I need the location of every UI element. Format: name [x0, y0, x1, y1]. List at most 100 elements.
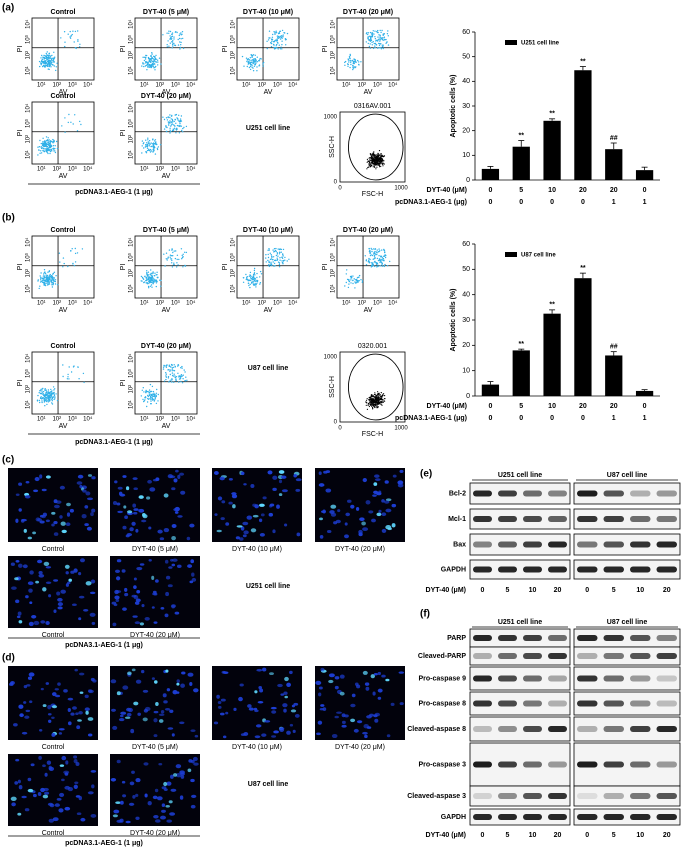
event-dot: [181, 374, 182, 375]
nucleus: [177, 679, 180, 683]
plot-frame: [237, 236, 299, 298]
event-dot: [56, 141, 57, 142]
event-dot: [376, 252, 377, 253]
nucleus: [87, 498, 93, 501]
x-tick-label: 10³: [373, 301, 382, 307]
event-dot: [41, 55, 42, 56]
event-dot: [47, 153, 48, 154]
event-dot: [256, 273, 257, 274]
event-dot: [157, 277, 158, 278]
event-dot: [59, 261, 60, 262]
x-tick-label: 10³: [171, 417, 180, 423]
event-dot: [380, 32, 381, 33]
nucleus: [165, 614, 169, 618]
nucleus: [18, 705, 23, 709]
y-tick-label: 10⁴: [128, 237, 135, 247]
nucleus: [21, 796, 26, 798]
event-dot: [382, 45, 383, 46]
event-dot: [142, 140, 143, 141]
significance-label: ##: [610, 344, 618, 351]
nucleus: [276, 505, 280, 509]
band: [498, 793, 517, 799]
x-tick-label: 10⁴: [186, 82, 196, 89]
event-dot: [71, 35, 72, 36]
event-dot: [242, 56, 243, 57]
blot-label: Bcl-2: [449, 490, 466, 497]
event-dot: [250, 66, 251, 67]
nucleus: [154, 621, 158, 623]
nucleus: [189, 682, 192, 686]
x-tick-label: 10¹: [140, 417, 149, 423]
nucleus: [154, 711, 159, 713]
event-dot: [181, 258, 182, 259]
band: [604, 516, 625, 522]
event-dot: [279, 31, 280, 32]
event-dot: [168, 376, 169, 377]
event-dot: [52, 274, 53, 275]
event-dot: [373, 406, 374, 407]
band: [577, 635, 598, 641]
event-dot: [372, 265, 373, 266]
event-dot: [174, 128, 175, 129]
event-dot: [186, 380, 187, 381]
event-dot: [143, 387, 144, 388]
event-dot: [54, 277, 55, 278]
event-dot: [179, 120, 180, 121]
event-dot: [172, 120, 173, 121]
nucleus: [272, 476, 277, 480]
event-dot: [147, 148, 148, 149]
event-dot: [348, 283, 349, 284]
nucleus: [28, 589, 33, 593]
nucleus: [85, 711, 88, 715]
nucleus: [87, 527, 92, 531]
event-dot: [378, 255, 379, 256]
event-dot: [173, 129, 174, 130]
x-tick-label: 1000: [394, 426, 408, 432]
nucleus: [316, 732, 321, 735]
panel-label: (a): [2, 3, 14, 14]
event-dot: [380, 43, 381, 44]
nucleus: [131, 522, 135, 526]
event-dot: [353, 63, 354, 64]
event-dot: [279, 257, 280, 258]
event-dot: [55, 279, 56, 280]
nucleus: [154, 734, 158, 737]
event-dot: [64, 42, 65, 43]
event-dot: [77, 41, 78, 42]
event-dot: [281, 257, 282, 258]
event-dot: [170, 121, 171, 122]
event-dot: [167, 119, 168, 120]
nucleus: [191, 795, 196, 798]
event-dot: [49, 271, 50, 272]
event-dot: [169, 130, 170, 131]
event-dot: [171, 258, 172, 259]
event-dot: [254, 60, 255, 61]
event-dot: [145, 65, 146, 66]
nucleus: [113, 501, 117, 505]
nucleus: [60, 486, 65, 490]
y-tick-label: 0: [466, 177, 470, 184]
y-tick-label: 0: [334, 180, 338, 186]
event-dot: [384, 155, 385, 156]
event-dot: [370, 397, 371, 398]
event-dot: [389, 261, 390, 262]
nucleus: [164, 528, 169, 532]
nucleus: [45, 621, 49, 625]
event-dot: [172, 41, 173, 42]
nucleus: [180, 491, 185, 495]
nucleus: [58, 808, 63, 812]
nucleus: [251, 528, 256, 532]
nucleus: [325, 488, 331, 492]
event-dot: [147, 401, 148, 402]
event-dot: [382, 160, 383, 161]
event-dot: [377, 391, 378, 392]
event-dot: [268, 254, 269, 255]
event-dot: [380, 394, 381, 395]
band: [657, 676, 678, 682]
event-dot: [370, 404, 371, 405]
event-dot: [170, 369, 171, 370]
event-dot: [151, 403, 152, 404]
event-dot: [281, 41, 282, 42]
event-dot: [170, 374, 171, 375]
event-dot: [378, 394, 379, 395]
